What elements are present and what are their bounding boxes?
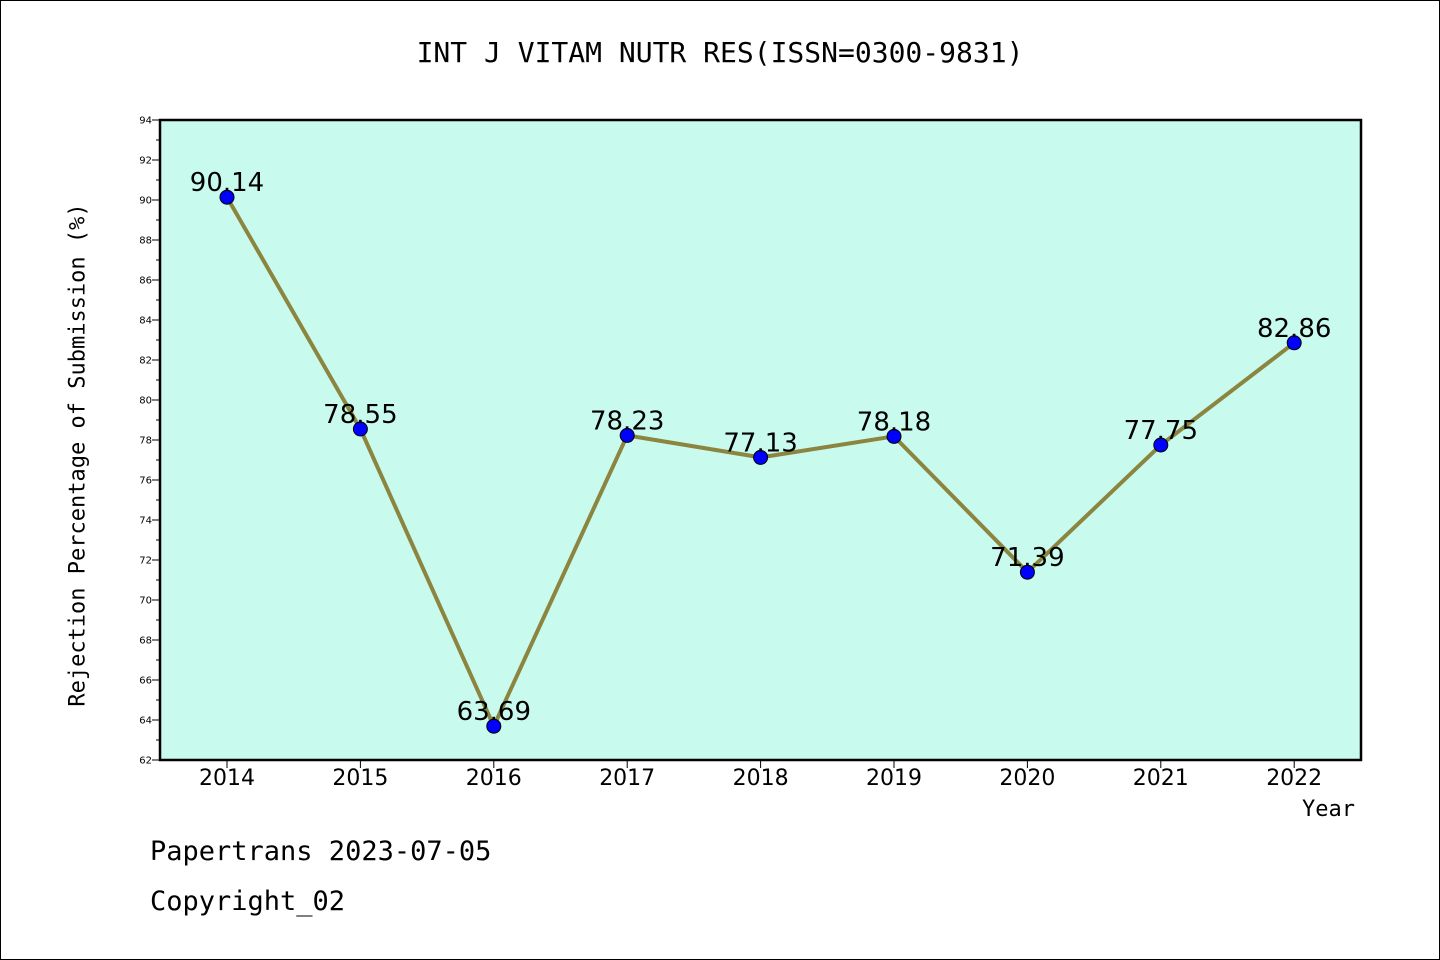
data-point [1019,564,1035,580]
data-label: 78.55 [323,400,397,430]
footer-source: Papertrans 2023-07-05 [150,836,492,867]
data-label: 63.69 [457,697,531,727]
data-point [1153,437,1169,453]
data-point [1286,335,1302,351]
data-point [352,421,368,437]
chart-title: INT J VITAM NUTR RES(ISSN=0300-9831) [416,36,1024,69]
x-tick-label: 2014 [199,766,255,791]
y-tick-label: 80 [139,396,152,407]
y-tick-label: 84 [139,316,152,327]
y-tick-label: 66 [139,676,152,687]
y-tick-label: 94 [139,116,152,127]
y-tick-label: 70 [139,596,152,607]
y-tick-label: 64 [139,716,152,727]
y-tick-label: 68 [139,636,152,647]
y-tick-label: 72 [139,556,152,567]
x-tick-label: 2016 [466,766,522,791]
y-tick-label: 78 [139,436,152,447]
x-tick-label: 2021 [1133,766,1189,791]
x-tick-label: 2019 [866,766,922,791]
data-label: 77.13 [723,428,797,458]
data-label: 82.86 [1257,314,1331,344]
y-tick-label: 88 [139,236,152,247]
footer-copyright: Copyright_02 [150,886,346,917]
y-tick-label: 90 [139,196,152,207]
y-tick-label: 74 [139,516,152,527]
x-tick-label: 2017 [599,766,655,791]
x-tick-label: 2015 [332,766,388,791]
y-tick-label: 76 [139,476,152,487]
x-tick-label: 2020 [999,766,1055,791]
y-tick-label: 92 [139,156,152,167]
x-axis-label: Year [1302,797,1355,822]
x-tick-label: 2022 [1266,766,1322,791]
data-label: 77.75 [1124,416,1198,446]
y-tick-label: 82 [139,356,152,367]
data-point [886,428,902,444]
data-point [486,718,502,734]
data-point [753,449,769,465]
data-label: 71.39 [990,543,1064,573]
x-tick-label: 2018 [733,766,789,791]
data-label: 78.23 [590,406,664,436]
data-point [219,189,235,205]
y-tick-label: 86 [139,276,152,287]
data-label: 78.18 [857,407,931,437]
data-point [619,427,635,443]
data-label: 90.14 [190,168,264,198]
y-tick-label: 62 [139,756,152,767]
